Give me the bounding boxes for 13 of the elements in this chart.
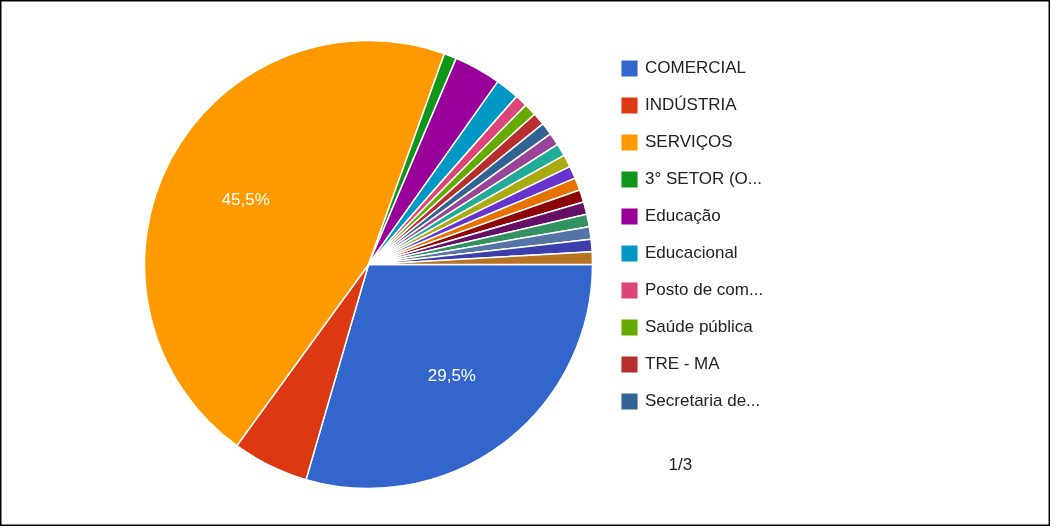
- data-label: 45,5%: [221, 190, 270, 210]
- legend-label: SERVIÇOS: [645, 131, 733, 153]
- legend-label: INDÚSTRIA: [645, 94, 737, 116]
- text: 1/3: [668, 455, 693, 474]
- legend-label: 3° SETOR (O...: [645, 168, 763, 190]
- legend-label: Educação: [645, 205, 721, 227]
- legend-label: Saúde pública: [645, 316, 753, 338]
- legend-label: TRE - MA: [645, 353, 720, 375]
- legend-label: Posto de com...: [645, 279, 764, 301]
- data-label: 29,5%: [427, 366, 476, 386]
- legend-label: COMERCIAL: [645, 57, 747, 79]
- legend-label: Secretaria de...: [645, 390, 761, 412]
- legend-label: Educacional: [645, 242, 738, 264]
